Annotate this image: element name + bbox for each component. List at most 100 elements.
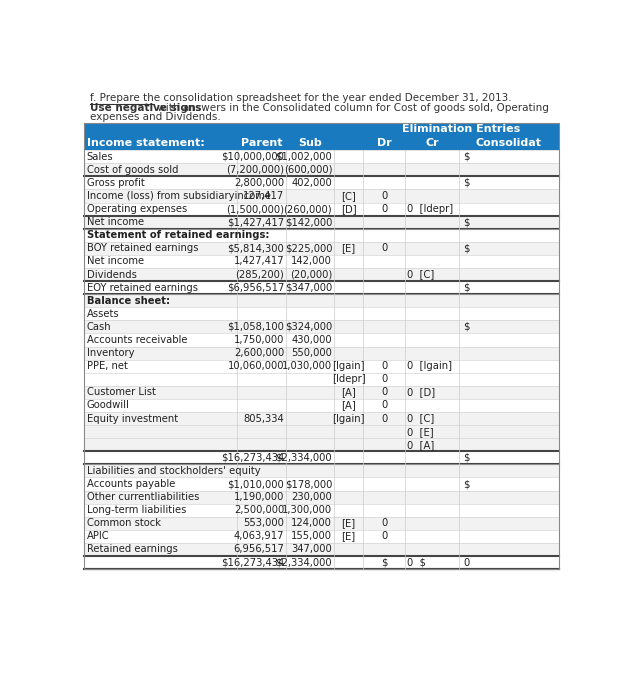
Text: $: $ (463, 322, 470, 332)
Bar (84, 268, 558, 281)
Text: 2,500,000: 2,500,000 (234, 505, 284, 515)
Bar (84, 294, 558, 307)
Text: $5,814,300: $5,814,300 (227, 244, 284, 253)
Bar (84, 543, 558, 556)
Text: $: $ (463, 453, 470, 463)
Text: [E]: [E] (341, 531, 356, 541)
Text: 0: 0 (381, 361, 388, 371)
Text: (600,000): (600,000) (284, 165, 332, 175)
Text: $1,010,000: $1,010,000 (227, 479, 284, 489)
Text: 0: 0 (381, 191, 388, 201)
Bar (84, 464, 558, 477)
Text: 1,030,000: 1,030,000 (282, 361, 332, 371)
Text: expenses and Dividends.: expenses and Dividends. (90, 113, 220, 122)
Text: Cost of goods sold: Cost of goods sold (87, 165, 178, 175)
Text: PPE, net: PPE, net (87, 361, 127, 371)
Text: [C]: [C] (341, 191, 356, 201)
Text: [E]: [E] (341, 518, 356, 528)
Text: 1,750,000: 1,750,000 (234, 335, 284, 345)
Text: 0: 0 (381, 518, 388, 528)
Text: Parent: Parent (240, 139, 282, 148)
Text: (285,200): (285,200) (235, 270, 284, 279)
Text: Consolidat: Consolidat (476, 139, 542, 148)
Text: [Igain]: [Igain] (332, 361, 364, 371)
Text: 0: 0 (381, 531, 388, 541)
Text: 142,000: 142,000 (291, 256, 332, 267)
Text: $10,000,000: $10,000,000 (222, 152, 284, 162)
Text: 230,000: 230,000 (291, 492, 332, 502)
Bar (84, 136, 558, 150)
Bar (84, 504, 558, 517)
Text: 550,000: 550,000 (291, 348, 332, 358)
Text: Other currentliabilities: Other currentliabilities (87, 492, 199, 502)
Text: 0  [Idepr]: 0 [Idepr] (407, 204, 454, 214)
Text: Goodwill: Goodwill (87, 400, 129, 410)
Text: Gross profit: Gross profit (87, 178, 144, 188)
Text: (1,500,000): (1,500,000) (226, 204, 284, 214)
Text: 1,190,000: 1,190,000 (234, 492, 284, 502)
Text: Income (loss) from subsidiaryincome: Income (loss) from subsidiaryincome (87, 191, 271, 201)
Bar (84, 163, 558, 176)
Text: $16,273,434: $16,273,434 (221, 453, 284, 463)
Text: Inventory: Inventory (87, 348, 134, 358)
Text: $347,000: $347,000 (285, 283, 332, 293)
Text: $2,334,000: $2,334,000 (276, 558, 332, 568)
Text: 0: 0 (381, 414, 388, 424)
Bar (84, 122, 558, 136)
Text: Cash: Cash (87, 322, 111, 332)
Text: (20,000): (20,000) (290, 270, 332, 279)
Text: Net income: Net income (87, 256, 144, 267)
Text: 10,060,000: 10,060,000 (228, 361, 284, 371)
Text: Operating expenses: Operating expenses (87, 204, 187, 214)
Bar (84, 242, 558, 255)
Bar (84, 517, 558, 530)
Text: 0  [D]: 0 [D] (407, 387, 436, 398)
Text: Balance sheet:: Balance sheet: (87, 296, 170, 306)
Text: $: $ (463, 178, 470, 188)
Text: 0  [Igain]: 0 [Igain] (407, 361, 452, 371)
Text: f. Prepare the consolidation spreadsheet for the year ended December 31, 2013.: f. Prepare the consolidation spreadsheet… (90, 93, 511, 103)
Text: 0  $: 0 $ (407, 558, 426, 568)
Bar (84, 176, 558, 190)
Text: Customer List: Customer List (87, 387, 155, 398)
Text: 0: 0 (381, 400, 388, 410)
Bar (84, 281, 558, 294)
Bar (84, 202, 558, 216)
Text: Dividends: Dividends (87, 270, 137, 279)
Text: 0: 0 (381, 374, 388, 384)
Text: Dr: Dr (377, 139, 391, 148)
Text: 0  [C]: 0 [C] (407, 414, 435, 424)
Text: 805,334: 805,334 (243, 414, 284, 424)
Text: Liabilities and stockholders' equity: Liabilities and stockholders' equity (87, 466, 260, 476)
Bar (84, 333, 558, 346)
Text: Cr: Cr (426, 139, 439, 148)
Text: [A]: [A] (341, 400, 356, 410)
Bar (84, 360, 558, 372)
Bar (84, 530, 558, 543)
Text: BOY retained earnings: BOY retained earnings (87, 244, 198, 253)
Text: Net income: Net income (87, 217, 144, 228)
Bar (84, 150, 558, 163)
Text: $: $ (381, 558, 388, 568)
Text: (260,000): (260,000) (283, 204, 332, 214)
Bar (84, 307, 558, 321)
Bar (84, 229, 558, 241)
Text: $225,000: $225,000 (285, 244, 332, 253)
Text: [D]: [D] (341, 204, 356, 214)
Text: $: $ (463, 283, 470, 293)
Text: 553,000: 553,000 (243, 518, 284, 528)
Text: [Idepr]: [Idepr] (332, 374, 365, 384)
Text: with answers in the Consolidated column for Cost of goods sold, Operating: with answers in the Consolidated column … (154, 103, 549, 113)
Text: 0  [E]: 0 [E] (407, 427, 434, 437)
Text: 1,300,000: 1,300,000 (282, 505, 332, 515)
Bar (84, 386, 558, 399)
Text: 0: 0 (381, 387, 388, 398)
Text: 347,000: 347,000 (291, 545, 332, 554)
Bar (84, 399, 558, 412)
Text: 0: 0 (381, 204, 388, 214)
Text: $1,002,000: $1,002,000 (275, 152, 332, 162)
Text: 124,000: 124,000 (291, 518, 332, 528)
Bar (84, 190, 558, 202)
Text: 0  [A]: 0 [A] (407, 440, 435, 449)
Text: [Igain]: [Igain] (332, 414, 364, 424)
